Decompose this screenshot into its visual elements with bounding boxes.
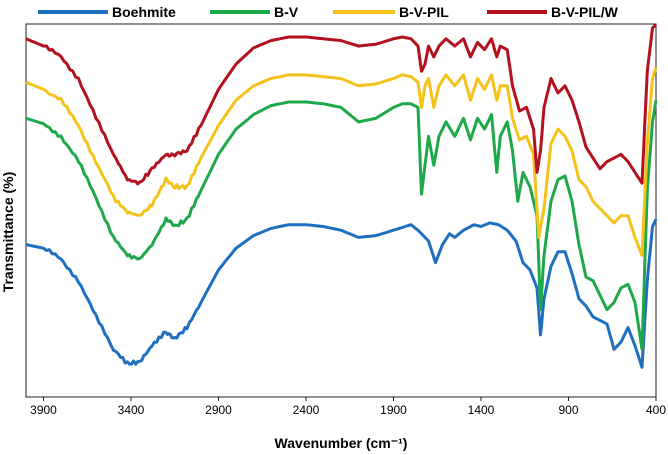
legend-label-boehmite: Boehmite bbox=[112, 4, 176, 20]
x-tick-label-2900: 2900 bbox=[205, 403, 232, 417]
x-axis-title: Wavenumber (cm⁻¹) bbox=[275, 435, 408, 451]
legend-label-b-v: B-V bbox=[274, 4, 299, 20]
legend: Boehmite B-V B-V-PIL B-V-PIL/W bbox=[38, 4, 619, 20]
legend-item-b-v-pil[interactable]: B-V-PIL bbox=[333, 4, 449, 20]
series-line-b-v-pil-w[interactable] bbox=[25, 23, 658, 186]
x-tick-label-2400: 2400 bbox=[293, 403, 320, 417]
legend-label-b-v-pil-w: B-V-PIL/W bbox=[551, 4, 619, 20]
series-line-b-v[interactable] bbox=[25, 99, 658, 351]
series-layer bbox=[25, 23, 658, 369]
legend-item-b-v[interactable]: B-V bbox=[210, 4, 299, 20]
x-tick-label-400: 400 bbox=[646, 403, 666, 417]
x-axis-ticks: 3900 3400 2900 2400 1900 1400 900 400 bbox=[30, 397, 666, 417]
series-line-b-v-pil[interactable] bbox=[25, 67, 658, 257]
x-tick-label-3900: 3900 bbox=[30, 403, 57, 417]
x-tick-label-1400: 1400 bbox=[468, 403, 495, 417]
series-line-boehmite[interactable] bbox=[25, 218, 658, 369]
plot-frame bbox=[25, 23, 657, 398]
legend-label-b-v-pil: B-V-PIL bbox=[399, 4, 449, 20]
x-tick-label-1900: 1900 bbox=[380, 403, 407, 417]
legend-item-boehmite[interactable]: Boehmite bbox=[38, 4, 176, 20]
y-axis-title: Transmittance (%) bbox=[0, 172, 16, 293]
x-tick-label-900: 900 bbox=[558, 403, 578, 417]
legend-item-b-v-pil-w[interactable]: B-V-PIL/W bbox=[487, 4, 619, 20]
x-tick-label-3400: 3400 bbox=[118, 403, 145, 417]
